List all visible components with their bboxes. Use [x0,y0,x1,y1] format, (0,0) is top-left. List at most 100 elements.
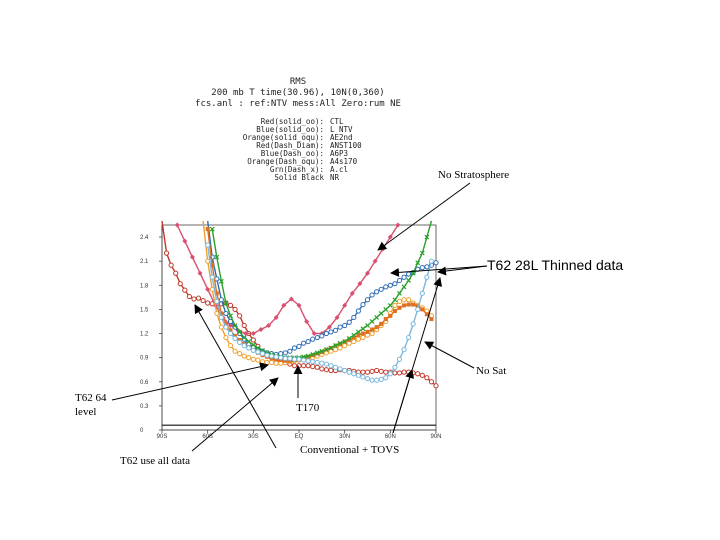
data-point [378,286,384,292]
data-point [387,282,393,288]
data-point [269,359,275,366]
data-point [429,317,434,322]
data-point [351,338,357,345]
legend-value: A4s170 [330,157,358,166]
data-point [258,327,264,333]
data-point [355,336,361,342]
data-point [305,358,311,364]
data-point [219,311,224,316]
y-tick-label: 0 [140,428,144,434]
data-point [259,359,266,365]
data-point [415,304,420,309]
data-point [209,274,215,280]
data-point [314,359,320,366]
data-point [227,342,234,349]
data-point [383,369,389,375]
series-layer [161,220,439,426]
data-point [282,355,288,362]
data-point [323,347,329,353]
data-point [232,335,238,341]
data-point [342,302,348,308]
data-point [205,286,211,292]
data-point [364,369,371,375]
data-point [311,331,317,337]
data-point [342,367,348,374]
y-axis-ticks: 2.4 2.1 1.8 1.5 1.2 0.9 0.6 0.3 0 [140,235,162,434]
data-point [328,367,334,374]
data-point [346,369,352,375]
data-point [332,347,339,353]
data-point [281,302,287,308]
data-point [304,318,310,324]
data-point [264,359,270,366]
annotations: No Stratosphere T62 28L Thinned data No … [75,169,623,467]
data-point [392,309,397,314]
data-point [372,258,378,264]
series-6 [205,242,435,383]
legend-value: NR [330,173,340,182]
data-point [182,287,188,293]
data-point [210,263,215,268]
data-point [189,254,195,260]
plot-area: 2.4 2.1 1.8 1.5 1.2 0.9 0.6 0.3 0 90S 60S 30S EQ 30N… [140,220,442,440]
data-point [223,324,229,330]
arrow-conv-tovs-c [392,369,414,434]
data-point [383,317,388,322]
data-point [269,353,275,359]
data-point [357,281,363,287]
data-point [310,336,316,342]
data-point [205,242,211,248]
data-point [305,363,311,369]
data-point [264,352,270,358]
data-point [246,355,252,361]
data-point [369,319,375,324]
data-point [319,366,325,372]
data-point [369,292,375,298]
data-point [355,308,361,314]
data-point [278,355,284,361]
annotation-no-stratosphere: No Stratosphere [438,169,509,181]
data-point [392,297,398,303]
data-point [237,351,243,357]
data-point [191,296,197,302]
data-point [328,329,334,335]
data-point [342,322,348,329]
data-point [360,369,366,375]
data-point [433,383,439,389]
data-point [360,334,366,341]
data-point [237,313,243,319]
data-point [401,284,407,290]
x-tick-label: 30N [339,434,350,440]
data-point [415,306,421,313]
data-point [168,262,174,268]
data-point [410,321,416,327]
data-point [397,290,402,296]
data-point [342,339,348,344]
data-point [328,363,334,369]
data-point [291,345,298,351]
data-point [406,297,412,303]
data-point [424,274,430,280]
data-point [323,330,329,337]
data-point [300,357,307,363]
data-point [310,363,316,370]
data-point [401,297,407,303]
data-point [419,290,425,296]
x-tick-label: 90N [430,434,441,440]
legend-value: ANST100 [330,141,362,150]
data-point [395,222,401,228]
data-point [337,324,343,330]
data-point [287,348,293,354]
data-point [259,351,266,357]
data-point [250,331,256,337]
data-point [396,370,403,376]
data-point [300,340,307,346]
data-point [334,314,340,320]
data-point [378,311,384,316]
data-point [355,329,361,335]
data-point [332,364,339,370]
data-point [392,281,398,287]
legend-value: CTL [330,117,344,126]
y-tick-label: 1.5 [140,307,149,313]
data-point [424,312,429,317]
